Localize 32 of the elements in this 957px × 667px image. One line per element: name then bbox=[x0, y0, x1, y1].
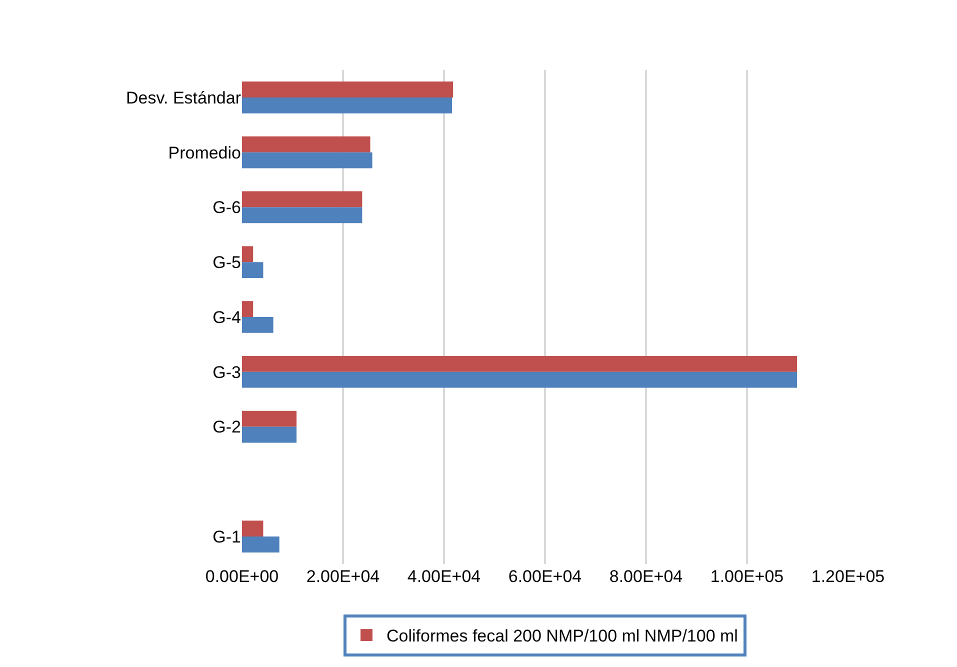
bar bbox=[242, 536, 280, 552]
x-tick-label: 2.00E+04 bbox=[306, 567, 380, 586]
y-tick-label: G-2 bbox=[212, 418, 241, 437]
y-tick-label: G-4 bbox=[212, 308, 241, 327]
x-tick-label: 1.20E+05 bbox=[811, 567, 885, 586]
bar bbox=[242, 372, 797, 388]
y-tick-label: Promedio bbox=[168, 143, 241, 162]
bar bbox=[242, 136, 370, 152]
x-tick-label: 1.00E+05 bbox=[710, 567, 784, 586]
bar bbox=[242, 520, 264, 537]
bar bbox=[242, 82, 454, 98]
bar bbox=[242, 191, 362, 208]
x-tick-label: 0.00E+00 bbox=[205, 567, 279, 586]
bar bbox=[242, 317, 274, 333]
y-tick-label: G-6 bbox=[212, 198, 241, 218]
x-tick-label: 4.00E+04 bbox=[407, 567, 481, 586]
bar bbox=[242, 207, 362, 224]
bar bbox=[242, 356, 797, 372]
bar bbox=[242, 262, 264, 278]
legend-label: Coliformes fecal 200 NMP/100 ml NMP/100 ml bbox=[386, 626, 738, 646]
bar bbox=[242, 246, 254, 262]
bar bbox=[242, 410, 297, 427]
x-tick-label: 6.00E+04 bbox=[508, 567, 582, 586]
bar bbox=[242, 426, 297, 443]
y-tick-label: G-3 bbox=[212, 362, 241, 382]
x-tick-label: 8.00E+04 bbox=[609, 567, 683, 586]
y-tick-label: Desv. Estándar bbox=[126, 88, 242, 108]
bar bbox=[242, 152, 372, 168]
y-tick-label: G-5 bbox=[212, 253, 241, 272]
y-tick-label: G-1 bbox=[212, 528, 241, 547]
bar bbox=[242, 301, 254, 317]
bar bbox=[242, 97, 452, 114]
